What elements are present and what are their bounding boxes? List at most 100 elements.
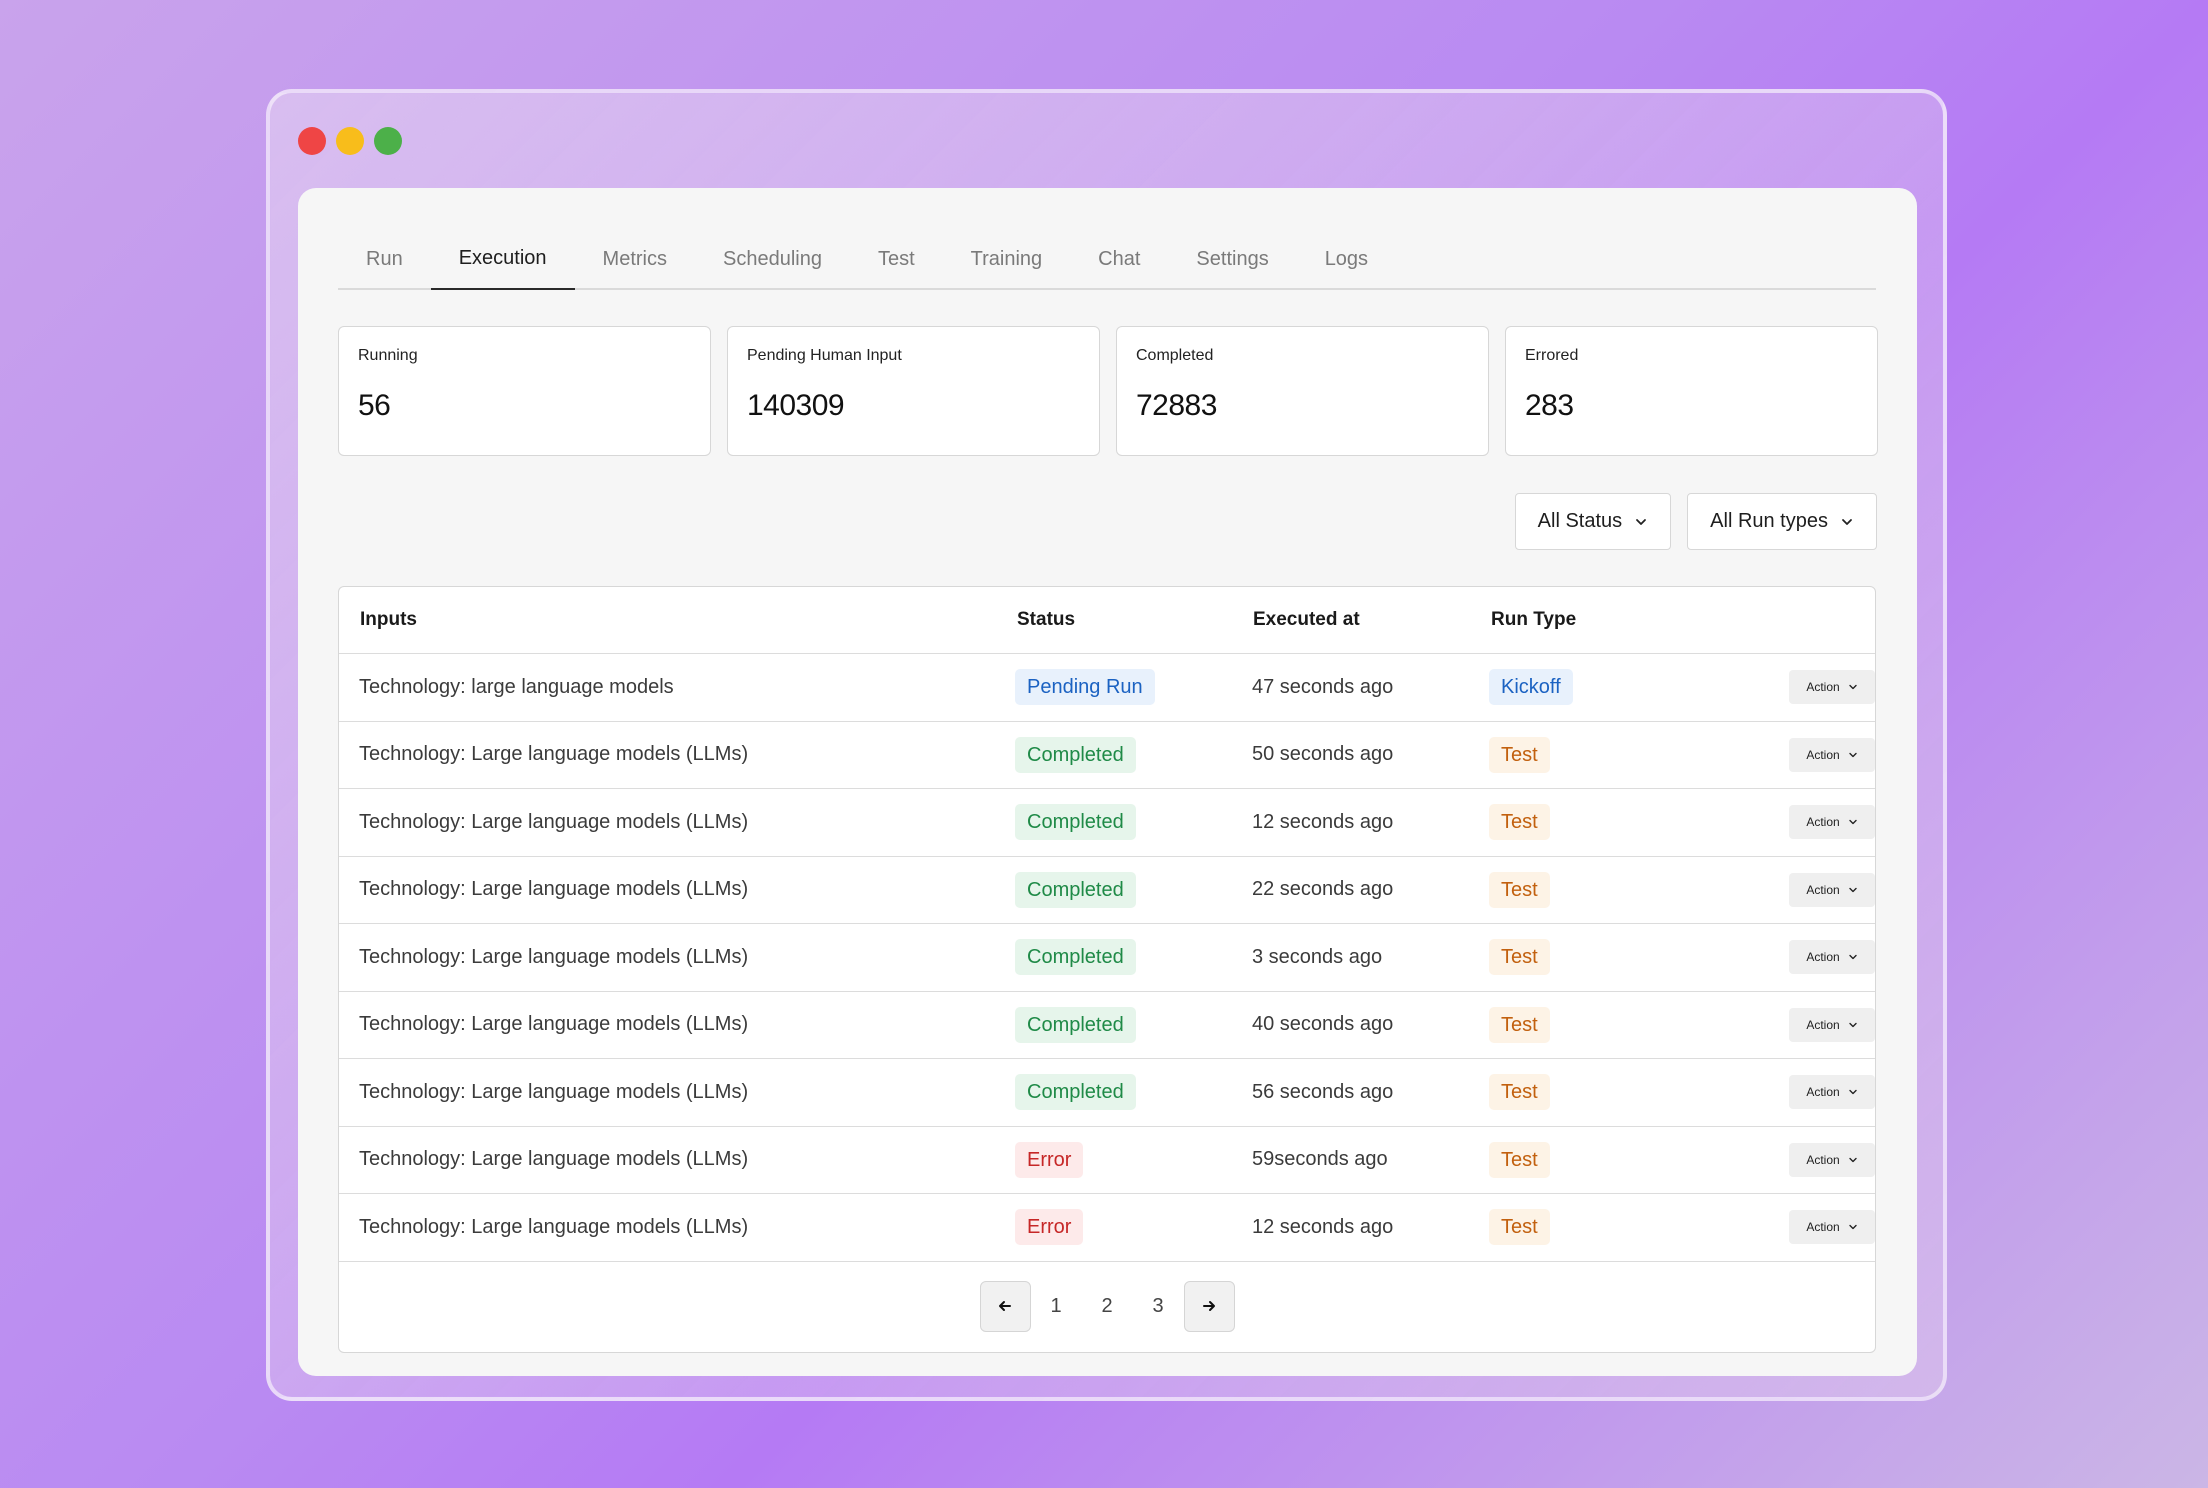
status-badge: Completed	[1015, 939, 1136, 976]
status-badge: Pending Run	[1015, 669, 1155, 706]
action-label: Action	[1806, 950, 1840, 965]
row-run-type-cell: Test	[1489, 1006, 1739, 1043]
page-2-link[interactable]: 2	[1101, 1294, 1113, 1317]
row-run-type-cell: Kickoff	[1489, 669, 1739, 706]
row-status-cell: Pending Run	[1015, 669, 1252, 706]
tab-scheduling[interactable]: Scheduling	[723, 247, 822, 270]
page-1-link[interactable]: 1	[1050, 1294, 1062, 1317]
tab-settings[interactable]: Settings	[1196, 247, 1269, 270]
run-type-badge: Test	[1489, 1209, 1550, 1246]
chevron-down-icon	[1848, 1090, 1857, 1095]
row-action-cell: Action	[1739, 1007, 1875, 1042]
next-page-button[interactable]	[1183, 1280, 1235, 1332]
table-body: Technology: large language models Pending…	[339, 654, 1875, 1262]
prev-page-button[interactable]	[979, 1280, 1031, 1332]
status-badge: Error	[1015, 1141, 1084, 1178]
stat-label: Errored	[1525, 347, 1579, 364]
action-dropdown-button[interactable]: Action	[1789, 872, 1875, 907]
tab-metrics[interactable]: Metrics	[602, 247, 667, 270]
status-badge: Completed	[1015, 1006, 1136, 1043]
action-dropdown-button[interactable]: Action	[1789, 805, 1875, 840]
executions-table: Inputs Status Executed at Run Type Techn…	[338, 586, 1876, 1353]
row-executed-at: 50 seconds ago	[1252, 743, 1394, 766]
run-type-badge: Test	[1489, 804, 1550, 841]
tab-run[interactable]: Run	[366, 247, 403, 270]
row-executed-at: 12 seconds ago	[1252, 1215, 1394, 1238]
stat-value: 72883	[1136, 389, 1217, 422]
row-status-cell: Completed	[1015, 871, 1252, 908]
row-action-cell: Action	[1739, 872, 1875, 907]
chevron-down-icon	[1848, 955, 1857, 960]
tab-training[interactable]: Training	[970, 247, 1043, 270]
status-badge: Completed	[1015, 804, 1136, 841]
column-header-run-type: Run Type	[1491, 609, 1577, 630]
action-dropdown-button[interactable]: Action	[1789, 1075, 1875, 1110]
table-row: Technology: Large language models (LLMs)…	[339, 722, 1875, 789]
row-input: Technology: Large language models (LLMs)	[359, 1148, 749, 1171]
filter-bar: All Status All Run types	[1514, 493, 1877, 550]
row-action-cell: Action	[1739, 1142, 1875, 1177]
run-type-badge: Test	[1489, 1074, 1550, 1111]
row-action-cell: Action	[1739, 940, 1875, 975]
column-header-executed-at: Executed at	[1253, 609, 1360, 630]
pagination: 1 2 3	[339, 1260, 1875, 1352]
row-status-cell: Completed	[1015, 736, 1252, 773]
status-badge: Error	[1015, 1209, 1084, 1246]
row-input: Technology: Large language models (LLMs)	[359, 810, 749, 833]
action-dropdown-button[interactable]: Action	[1789, 1007, 1875, 1042]
stat-card-pending-human-input: Pending Human Input 140309	[727, 326, 1100, 456]
status-badge: Completed	[1015, 736, 1136, 773]
table-row: Technology: Large language models (LLMs)…	[339, 924, 1875, 992]
stat-label: Running	[358, 347, 418, 364]
chevron-down-icon	[1848, 1022, 1857, 1027]
minimize-window-button[interactable]	[336, 127, 364, 155]
column-header-inputs: Inputs	[360, 609, 417, 630]
tab-execution[interactable]: Execution	[430, 228, 575, 290]
close-window-button[interactable]	[298, 127, 326, 155]
stat-value: 283	[1525, 389, 1574, 422]
page-3-link[interactable]: 3	[1152, 1294, 1164, 1317]
table-row: Technology: Large language models (LLMs)…	[339, 992, 1875, 1059]
row-status-cell: Completed	[1015, 804, 1252, 841]
row-run-type-cell: Test	[1489, 1141, 1739, 1178]
action-dropdown-button[interactable]: Action	[1789, 1210, 1875, 1245]
table-row: Technology: Large language models (LLMs)…	[339, 857, 1875, 924]
row-input: Technology: large language models	[359, 675, 674, 698]
window-controls	[298, 127, 402, 155]
row-run-type-cell: Test	[1489, 871, 1739, 908]
action-dropdown-button[interactable]: Action	[1789, 670, 1875, 705]
row-input: Technology: Large language models (LLMs)	[359, 1080, 749, 1103]
row-executed-at: 59seconds ago	[1252, 1148, 1388, 1171]
status-filter-dropdown[interactable]: All Status	[1514, 493, 1672, 550]
run-type-filter-label: All Run types	[1710, 510, 1828, 532]
action-dropdown-button[interactable]: Action	[1789, 737, 1875, 772]
table-row: Technology: Large language models (LLMs)…	[339, 1127, 1875, 1194]
run-type-filter-dropdown[interactable]: All Run types	[1687, 493, 1877, 550]
status-badge: Completed	[1015, 871, 1136, 908]
maximize-window-button[interactable]	[374, 127, 402, 155]
action-label: Action	[1806, 1220, 1840, 1235]
action-label: Action	[1806, 815, 1840, 830]
table-row: Technology: Large language models (LLMs)…	[339, 1059, 1875, 1127]
tab-test[interactable]: Test	[877, 247, 915, 270]
chevron-down-icon	[1848, 752, 1857, 757]
tab-logs[interactable]: Logs	[1324, 247, 1369, 270]
action-label: Action	[1806, 680, 1840, 695]
chevron-down-icon	[1848, 1225, 1857, 1230]
action-dropdown-button[interactable]: Action	[1789, 1142, 1875, 1177]
action-label: Action	[1806, 1085, 1840, 1100]
row-status-cell: Completed	[1015, 939, 1252, 976]
row-input: Technology: Large language models (LLMs)	[359, 1215, 749, 1238]
row-executed-at: 22 seconds ago	[1252, 878, 1394, 901]
action-label: Action	[1806, 1152, 1840, 1167]
main-panel: Run Execution Metrics Scheduling Test Tr…	[298, 188, 1917, 1376]
chevron-down-icon	[1842, 518, 1852, 525]
action-dropdown-button[interactable]: Action	[1789, 940, 1875, 975]
row-run-type-cell: Test	[1489, 1209, 1739, 1246]
chevron-down-icon	[1636, 518, 1647, 525]
run-type-badge: Test	[1489, 871, 1550, 908]
row-input: Technology: Large language models (LLMs)	[359, 945, 749, 968]
row-executed-at: 12 seconds ago	[1252, 810, 1394, 833]
tab-chat[interactable]: Chat	[1098, 247, 1141, 270]
run-type-badge: Test	[1489, 1006, 1550, 1043]
